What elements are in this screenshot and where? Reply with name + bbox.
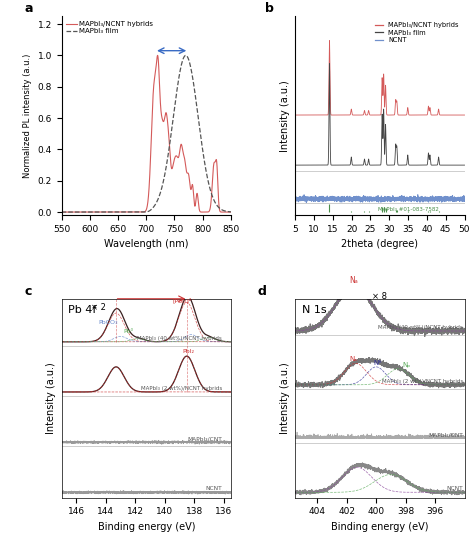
Text: N 1s: N 1s	[302, 305, 327, 315]
MAPbI₃ film	[199, 139, 204, 146]
MAPbI₃/NCNT hybrids	[229, 209, 235, 215]
Text: MAPbI₃/CNT: MAPbI₃/CNT	[428, 433, 463, 438]
MAPbI₃/NCNT hybrids	[169, 166, 175, 172]
Text: MAPbI₃ (2 wt%)/NCNT hybrids: MAPbI₃ (2 wt%)/NCNT hybrids	[141, 386, 222, 391]
Text: PbI₂: PbI₂	[182, 348, 194, 353]
Y-axis label: Intensity (a.u.): Intensity (a.u.)	[280, 362, 290, 434]
MAPbI₃ film	[161, 178, 166, 184]
MAPbI₃/NCNT hybrids	[89, 209, 94, 215]
MAPbI₃ film	[169, 124, 175, 130]
Text: MAPbI₃/CNT: MAPbI₃/CNT	[187, 436, 222, 441]
Text: d: d	[258, 285, 267, 298]
Line: MAPbI₃/NCNT hybrids: MAPbI₃/NCNT hybrids	[61, 55, 232, 212]
Text: Nₚ: Nₚ	[403, 362, 411, 368]
Text: Nₐ: Nₐ	[350, 275, 358, 285]
Legend: MAPbI₃/NCNT hybrids, MAPbI₃ film: MAPbI₃/NCNT hybrids, MAPbI₃ film	[65, 19, 155, 36]
Y-axis label: Normalized PL intensity (a.u.): Normalized PL intensity (a.u.)	[23, 54, 32, 178]
Y-axis label: Intensity (a.u.): Intensity (a.u.)	[46, 362, 56, 434]
Text: MAPbI₃ (40 wt%)/NCNT hybrids: MAPbI₃ (40 wt%)/NCNT hybrids	[137, 336, 222, 341]
Legend: MAPbI₃/NCNT hybrids, MAPbI₃ film, NCNT: MAPbI₃/NCNT hybrids, MAPbI₃ film, NCNT	[372, 19, 461, 45]
Text: × 2: × 2	[91, 302, 106, 312]
Text: PbCO₃: PbCO₃	[99, 320, 118, 325]
MAPbI₃ film	[58, 209, 64, 215]
X-axis label: Wavelength (nm): Wavelength (nm)	[104, 240, 189, 249]
Text: b: b	[265, 2, 273, 15]
Text: a: a	[24, 2, 33, 15]
Text: Pb⁰: Pb⁰	[123, 329, 134, 334]
Text: Pb 4f: Pb 4f	[68, 305, 97, 315]
Text: MAPbI₃ (40 wt%)/NCNT hybrids: MAPbI₃ (40 wt%)/NCNT hybrids	[378, 325, 463, 330]
X-axis label: Binding energy (eV): Binding energy (eV)	[331, 522, 428, 532]
Line: MAPbI₃ film: MAPbI₃ film	[61, 55, 232, 212]
Text: NCNT: NCNT	[447, 486, 463, 491]
MAPbI₃ film	[183, 52, 189, 58]
MAPbI₃ film	[89, 209, 94, 215]
MAPbI₃ film	[123, 209, 129, 215]
Text: MAPbI₃ #01-083-7582: MAPbI₃ #01-083-7582	[378, 207, 439, 212]
Text: MAPbI₃ (2 wt%)/NCNT hybrids: MAPbI₃ (2 wt%)/NCNT hybrids	[382, 379, 463, 384]
MAPbI₃/NCNT hybrids	[186, 171, 191, 177]
Text: × 8: × 8	[372, 292, 387, 301]
Text: N*: N*	[373, 360, 382, 366]
MAPbI₃/NCNT hybrids	[58, 209, 64, 215]
Text: [PbI₄]²⁻: [PbI₄]²⁻	[172, 298, 195, 304]
Text: Nₐ: Nₐ	[350, 357, 358, 362]
Text: NCNT: NCNT	[205, 486, 222, 491]
MAPbI₃/NCNT hybrids	[199, 209, 204, 215]
X-axis label: Binding energy (eV): Binding energy (eV)	[98, 522, 195, 532]
X-axis label: 2theta (degree): 2theta (degree)	[341, 240, 419, 249]
MAPbI₃/NCNT hybrids	[155, 52, 160, 58]
Y-axis label: Intensity (a.u.): Intensity (a.u.)	[280, 80, 290, 151]
MAPbI₃ film	[229, 209, 235, 215]
MAPbI₃ film	[186, 56, 191, 62]
MAPbI₃/NCNT hybrids	[161, 118, 166, 125]
Text: c: c	[24, 285, 32, 298]
MAPbI₃/NCNT hybrids	[123, 209, 129, 215]
